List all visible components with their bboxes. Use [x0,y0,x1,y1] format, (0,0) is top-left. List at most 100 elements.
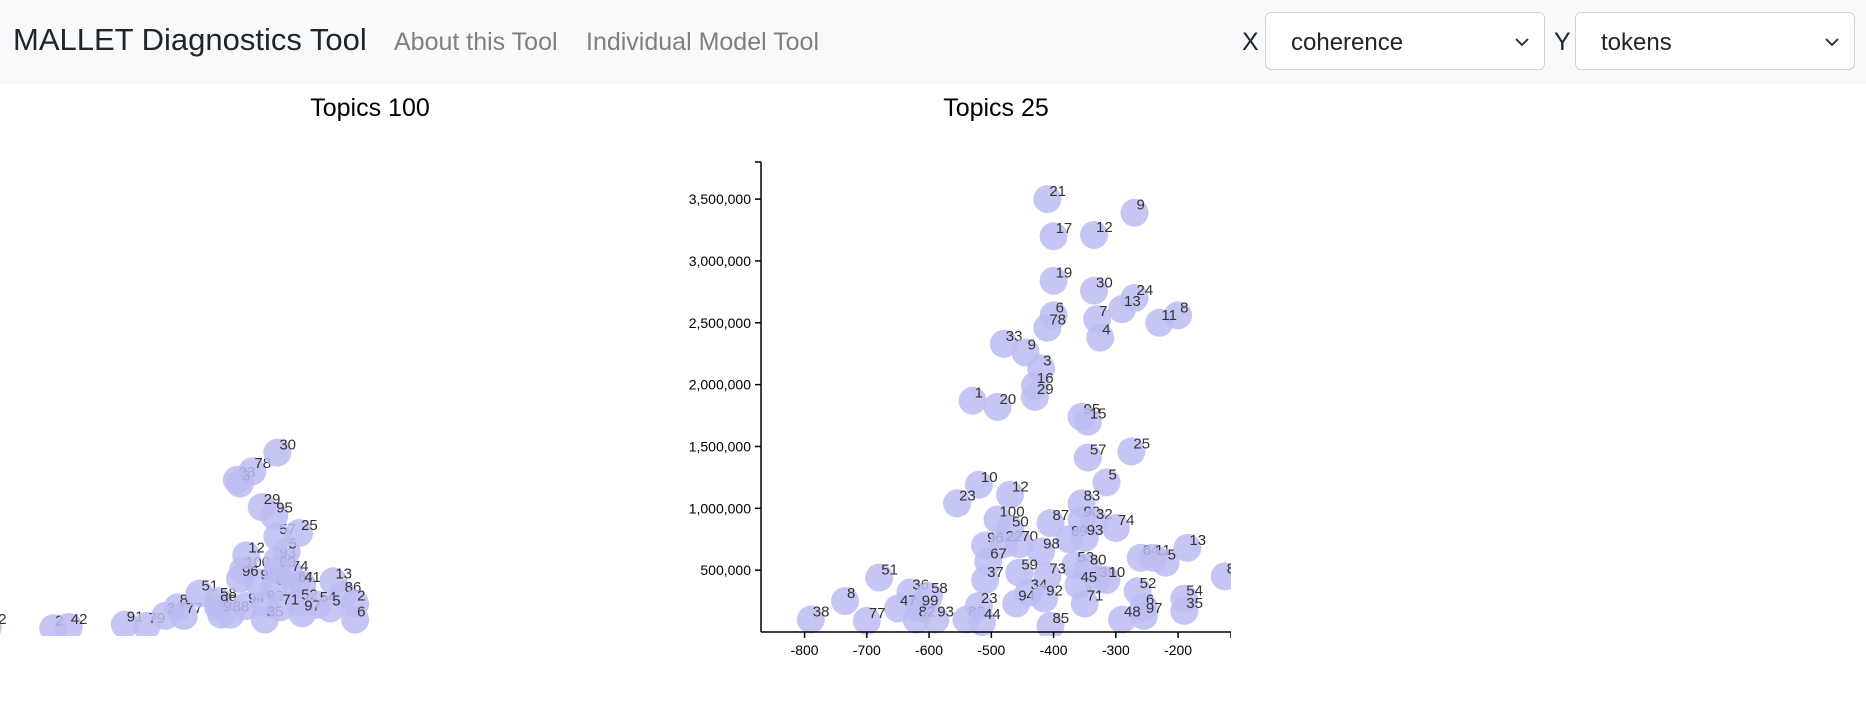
scatter-point[interactable] [285,519,314,548]
scatter-point[interactable] [1039,266,1068,295]
scatter-point[interactable] [232,541,261,570]
point-label: 6 [1056,299,1064,316]
scatter-point[interactable] [238,457,267,486]
scatter-point[interactable] [288,599,317,628]
point-label: 24 [1137,282,1154,299]
scatter-point[interactable] [263,522,292,551]
point-label: 15 [1090,406,1107,423]
scatter-point[interactable] [964,470,993,499]
scatter-point[interactable] [1092,566,1121,595]
scatter-point[interactable] [1073,407,1102,436]
scatter-point[interactable] [0,613,2,641]
scatter-point[interactable] [1080,220,1109,249]
point-label: 45 [1080,569,1097,586]
scatter-point[interactable] [169,601,198,630]
x-tick-label: -500 [977,642,1005,658]
point-label: 29 [1037,381,1054,398]
scatter-point[interactable] [247,493,276,522]
scatter-point[interactable] [1033,185,1062,214]
point-label: 71 [1087,588,1104,605]
scatter-point[interactable] [1027,537,1056,566]
scatter-point[interactable] [1033,562,1062,591]
scatter-point[interactable] [263,438,292,467]
scatter-point[interactable] [1036,611,1065,640]
x-axis-select[interactable]: coherence [1265,12,1545,70]
scatter-point[interactable] [983,392,1012,421]
scatter-point[interactable] [996,480,1025,509]
scatter-point[interactable] [1173,533,1202,562]
scatter-point[interactable] [943,489,972,518]
point-label: 78 [1049,312,1066,329]
point-label: 95 [276,500,293,517]
scatter-point[interactable] [1039,222,1068,251]
y-axis-select[interactable]: tokens [1575,12,1855,70]
scatter-point[interactable] [1086,323,1115,352]
scatter-point[interactable] [1036,509,1065,538]
scatter-point[interactable] [1092,468,1121,497]
scatter-point[interactable] [1129,601,1158,630]
scatter-point[interactable] [796,605,825,634]
scatter-point[interactable] [865,563,894,592]
y-axis-select-label: Y [1554,28,1571,56]
point-label: 19 [1056,265,1073,282]
point-label: 13 [335,565,352,582]
x-tick-label: -600 [915,642,943,658]
scatter-point[interactable] [1117,437,1146,466]
scatter-point[interactable] [1080,276,1109,305]
nav-link-about[interactable]: About this Tool [394,28,558,56]
scatter-point[interactable] [54,613,83,641]
scatter-point[interactable] [1005,530,1034,559]
point-label: 71 [282,591,299,608]
point-label: 67 [990,546,1007,563]
nav-link-individual-model[interactable]: Individual Model Tool [586,28,820,56]
scatter-point[interactable] [1073,443,1102,472]
point-label: 3 [1043,353,1051,370]
point-label: 12 [1096,219,1113,236]
y-tick-label: 3,500,000 [689,191,751,207]
chart-title-topics-100: Topics 100 [310,94,430,122]
scatter-point[interactable] [1210,562,1231,591]
point-label: 5 [1168,547,1176,564]
point-label: 29 [264,491,281,508]
scatter-point[interactable] [341,605,370,634]
y-axis-select-value: tokens [1601,29,1672,56]
scatter-point[interactable] [316,594,345,623]
y-tick-label: 2,000,000 [689,377,751,393]
point-label: 92 [1046,583,1063,600]
scatter-point[interactable] [921,605,950,634]
point-label: 12 [248,539,265,556]
point-label: 5 [1108,466,1116,483]
scatter-point[interactable] [1145,308,1174,337]
scatter-point[interactable] [225,564,254,593]
point-label: 85 [1052,610,1069,627]
scatter-point[interactable] [971,566,1000,595]
point-label: 8 [847,585,855,602]
scatter-point[interactable] [1033,313,1062,342]
scatter-point[interactable] [831,587,860,616]
y-tick-label: 1,500,000 [689,438,751,454]
point-label: 99 [922,593,939,610]
scatter-point[interactable] [1120,198,1149,227]
scatter-point[interactable] [1020,383,1049,411]
scatter-point[interactable] [989,329,1018,358]
scatter-point[interactable] [852,606,881,635]
scatter-point[interactable] [1101,514,1130,543]
scatter-point[interactable] [1030,584,1059,613]
point-label: 83 [1084,487,1101,504]
scatter-point[interactable] [1070,524,1099,552]
scatter-point[interactable] [110,610,139,639]
scatter-point[interactable] [1108,295,1137,324]
x-tick-label: -200 [1164,642,1192,658]
point-label: 80 [1090,552,1107,569]
point-label: 7 [1099,303,1107,320]
scatter-point[interactable] [1170,596,1199,625]
scatter-point[interactable] [967,608,996,636]
scatter-point[interactable] [1070,589,1099,618]
brand-title[interactable]: MALLET Diagnostics Tool [13,22,367,57]
y-tick-label: 500,000 [700,562,751,578]
scatter-point[interactable] [266,593,295,622]
scatter-point[interactable] [1002,589,1031,618]
scatter-point[interactable] [958,386,987,415]
scatter-point[interactable] [1108,605,1137,634]
scatter-point[interactable] [1151,548,1180,577]
